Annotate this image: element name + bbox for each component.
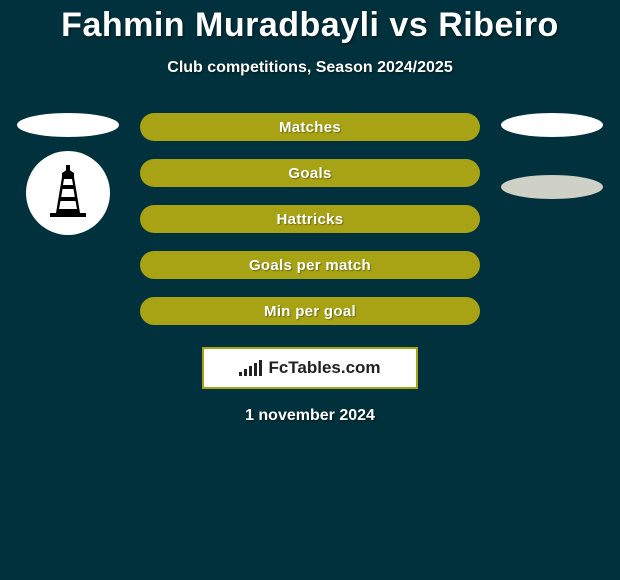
snapshot-date: 1 november 2024	[0, 407, 620, 425]
stat-bar: Matches11	[140, 113, 480, 141]
club-badge-left	[26, 151, 110, 235]
stat-label: Goals	[288, 165, 331, 182]
stat-label: Hattricks	[277, 211, 344, 228]
stat-label: Goals per match	[249, 257, 371, 274]
club-badge-placeholder	[501, 175, 603, 199]
page-title: Fahmin Muradbayli vs Ribeiro	[0, 0, 620, 45]
stat-bar: Goals per match	[140, 251, 480, 279]
stat-bar: Goals0	[140, 159, 480, 187]
player-photo-placeholder	[501, 113, 603, 137]
left-player-col	[8, 113, 128, 235]
stats-bars: Matches11 Goals0 Hattricks0 Goals per match…	[140, 113, 480, 325]
fctables-logo[interactable]: FcTables.com	[202, 347, 418, 389]
stat-label: Matches	[279, 119, 341, 136]
oil-derrick-icon	[40, 165, 96, 221]
stats-content: Matches11 Goals0 Hattricks0 Goals per match…	[0, 113, 620, 325]
player-photo-placeholder	[17, 113, 119, 137]
stat-bar: Min per goal	[140, 297, 480, 325]
stat-bar: Hattricks0	[140, 205, 480, 233]
signal-icon	[239, 360, 262, 376]
logo-text: FcTables.com	[268, 358, 380, 378]
stat-label: Min per goal	[264, 303, 356, 320]
page-subtitle: Club competitions, Season 2024/2025	[0, 59, 620, 77]
right-player-col	[492, 113, 612, 199]
